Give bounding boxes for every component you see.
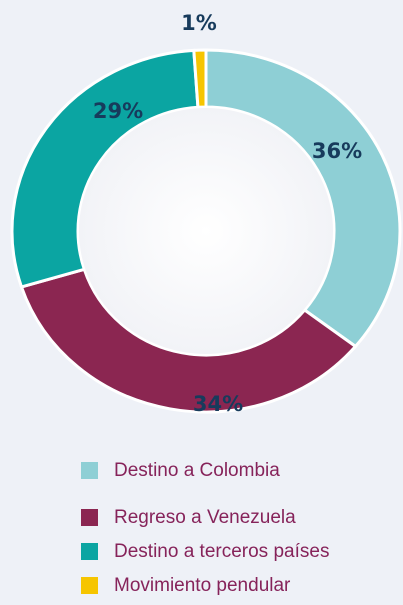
value-label: 36% — [312, 139, 362, 163]
value-label: 1% — [181, 11, 217, 35]
value-label: 34% — [193, 392, 243, 416]
legend-label: Destino a Colombia — [114, 460, 280, 481]
slice — [10, 48, 200, 289]
legend-swatch — [81, 509, 98, 526]
value-label: 29% — [93, 99, 143, 123]
legend-label: Destino a terceros países — [114, 541, 329, 562]
legend-swatch — [81, 577, 98, 594]
slice — [204, 48, 402, 349]
slice — [19, 267, 358, 414]
legend-swatch — [81, 462, 98, 479]
legend-label: Movimiento pendular — [114, 575, 291, 596]
legend-swatch — [81, 543, 98, 560]
donut-hole — [79, 108, 333, 354]
slice — [192, 48, 208, 109]
legend-label: Regreso a Venezuela — [114, 507, 296, 528]
